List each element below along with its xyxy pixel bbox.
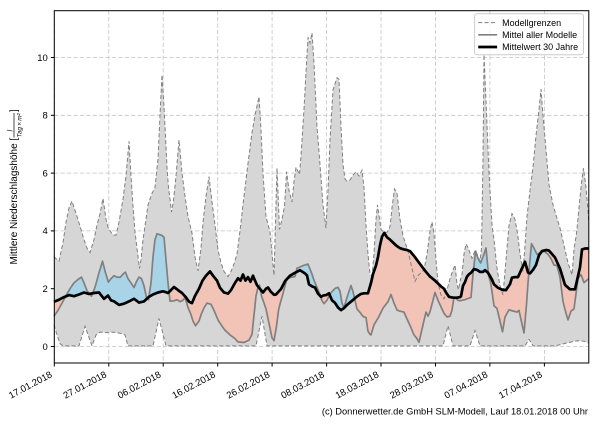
svg-text:Tag × m²: Tag × m²: [17, 112, 24, 137]
svg-text:l: l: [5, 130, 14, 132]
svg-text:10: 10: [37, 53, 48, 64]
svg-text:6: 6: [43, 168, 48, 179]
svg-text:4: 4: [43, 226, 48, 237]
svg-text:2: 2: [43, 284, 48, 295]
svg-text:0: 0: [43, 342, 48, 353]
svg-text:8: 8: [43, 111, 48, 122]
svg-text:Mittlere Niederschlagshöhe [: Mittlere Niederschlagshöhe [: [9, 138, 20, 265]
svg-text:Modellgrenzen: Modellgrenzen: [502, 18, 561, 28]
svg-text:Mittelwert 30 Jahre: Mittelwert 30 Jahre: [502, 42, 578, 52]
svg-text:]: ]: [9, 109, 20, 112]
svg-text:Mittel aller Modelle: Mittel aller Modelle: [502, 30, 577, 40]
svg-text:(c) Donnerwetter.de GmbH SLM-M: (c) Donnerwetter.de GmbH SLM-Modell, Lau…: [322, 407, 588, 417]
